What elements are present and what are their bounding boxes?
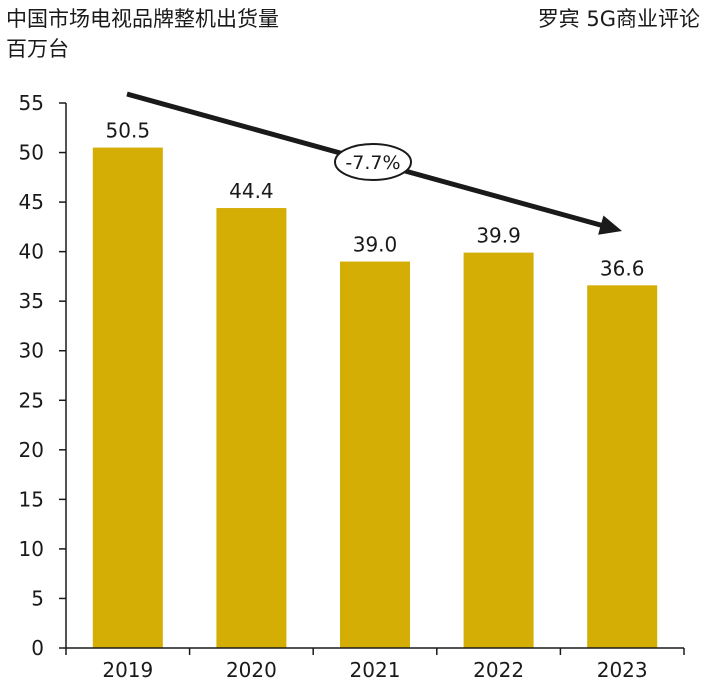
y-tick-label: 5	[31, 586, 44, 610]
y-tick-label: 25	[19, 388, 44, 412]
x-tick-label: 2022	[473, 658, 524, 681]
annotation-badge	[334, 143, 412, 181]
data-label: 36.6	[600, 256, 645, 280]
x-tick-label: 2023	[597, 658, 648, 681]
y-tick-label: 55	[19, 91, 44, 115]
y-tick-label: 40	[19, 240, 44, 264]
chart-title: 中国市场电视品牌整机出货量	[6, 7, 279, 31]
y-tick-label: 30	[19, 339, 44, 363]
source-label: 罗宾 5G商业评论	[537, 7, 700, 31]
y-tick-label: 10	[19, 537, 44, 561]
y-tick-label: 50	[19, 141, 44, 165]
x-tick-label: 2019	[102, 658, 153, 681]
y-tick-label: 0	[31, 636, 44, 660]
trend-arrow-head	[598, 215, 622, 235]
chart-title-block: 中国市场电视品牌整机出货量 百万台	[6, 4, 279, 64]
annotation-label: -7.7%	[345, 152, 400, 174]
data-label: 50.5	[106, 119, 151, 143]
y-tick-label: 15	[19, 487, 44, 511]
bar-2020	[216, 208, 287, 648]
data-label: 44.4	[229, 179, 274, 203]
bar-2022	[463, 252, 534, 649]
unit-label: 百万台	[6, 37, 69, 61]
bar-2019	[92, 147, 163, 648]
y-tick-label: 20	[19, 438, 44, 462]
bar-2023	[587, 285, 658, 648]
x-tick-label: 2021	[350, 658, 401, 681]
x-tick-label: 2020	[226, 658, 277, 681]
data-label: 39.0	[353, 233, 398, 257]
data-label: 39.9	[476, 224, 521, 248]
y-tick-label: 35	[19, 289, 44, 313]
y-tick-label: 45	[19, 190, 44, 214]
bar-2021	[340, 261, 410, 648]
